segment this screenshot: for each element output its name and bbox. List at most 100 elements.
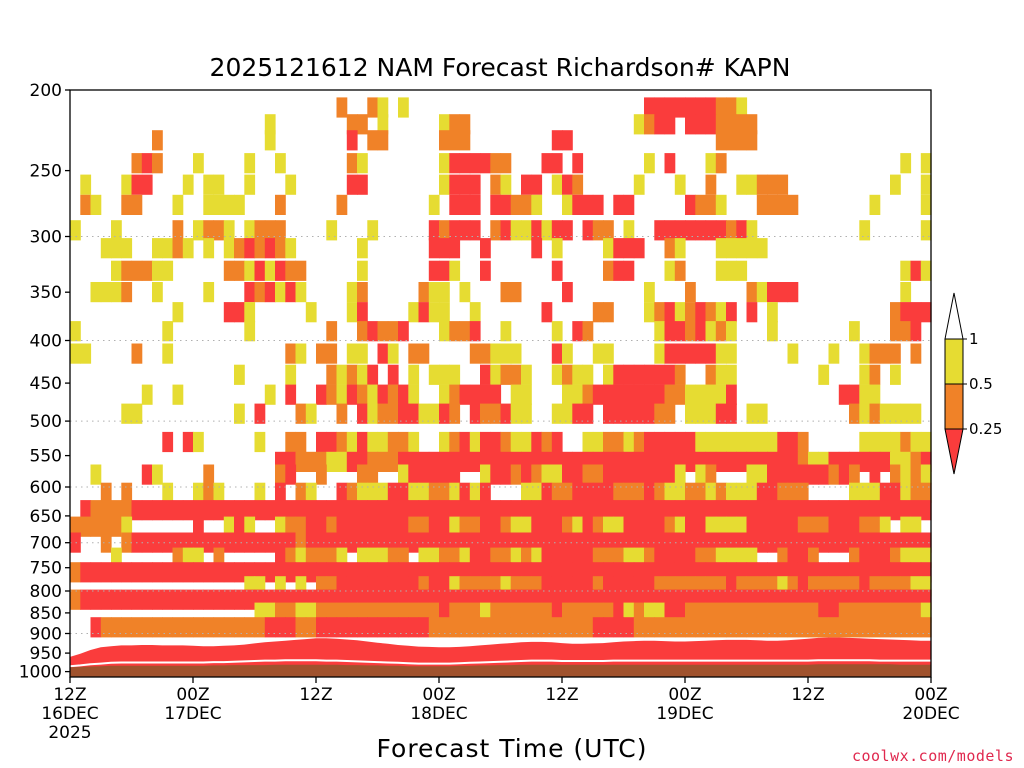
ri-cell [705,576,717,597]
ri-cell [264,589,276,610]
ri-cell [767,589,778,610]
ri-cell [551,260,563,281]
ri-cell [664,260,676,281]
ri-cell [674,482,686,503]
ri-cell [756,403,768,424]
ri-cell [264,220,276,241]
ri-cell [613,431,625,453]
ri-cell [193,532,204,553]
ri-cell [531,516,543,537]
ri-cell [664,576,676,597]
ri-cell [213,547,225,568]
ri-cell [275,562,286,583]
ri-cell [459,562,471,583]
ri-cell [500,516,512,537]
ri-cell [644,431,655,453]
ri-cell [767,562,778,583]
ri-cell [705,114,717,135]
ri-cell [613,516,625,537]
ri-cell [531,174,543,195]
ri-cell [582,562,594,583]
ri-cell [418,464,430,485]
ground-band [70,664,931,677]
ri-cell [633,451,645,472]
ri-cell [633,384,645,405]
ri-cell [398,464,409,485]
ri-cell [264,532,276,553]
ri-cell [131,260,143,281]
ri-cell [777,451,789,472]
ri-cell [633,403,645,424]
ri-cell [879,617,891,638]
ri-cell [849,547,860,568]
ri-cell [603,451,614,472]
ri-cell [244,260,256,281]
ri-cell [367,516,379,537]
ri-cell [746,220,758,241]
ri-cell [838,464,850,485]
ri-cell [541,589,553,610]
ri-cell [582,384,594,405]
ri-cell [613,238,625,259]
ri-cell [910,464,922,485]
ri-cell [603,302,614,323]
ri-cell [890,589,901,610]
ri-cell [920,194,932,215]
ri-cell [736,617,748,638]
ri-cell [80,343,92,364]
ri-cell [326,384,338,405]
ri-cell [203,482,215,503]
ri-cell [808,451,819,472]
ri-cell [613,364,625,385]
ri-cell [736,260,748,281]
ri-cell [623,602,635,623]
ri-cell [285,602,297,623]
ri-cell [70,532,81,553]
ri-cell [367,547,379,568]
ri-cell [275,451,286,472]
ri-cell [603,516,614,537]
ri-cell [685,617,696,638]
ri-cell [756,516,768,537]
ri-cell [459,130,471,151]
ri-cell [131,153,143,174]
credit-text[interactable]: coolwx.com/models [852,747,1014,765]
ri-cell [644,516,655,537]
ri-cell [674,364,686,385]
ri-cell [756,464,768,485]
ri-cell [377,576,389,597]
ri-cell [316,602,327,623]
ri-cell [654,431,666,453]
ri-cell [685,451,696,472]
ri-cell [715,589,727,610]
ri-cell [746,431,758,453]
ri-cell [623,238,635,259]
ri-cell [869,431,881,453]
y-tick-label: 500 [30,412,62,432]
ri-cell [70,343,81,364]
ri-cell [920,451,932,472]
ri-cell [193,547,204,568]
ri-cell [244,516,256,537]
ri-cell [121,194,133,215]
ri-cell [285,500,297,521]
ri-cell [295,562,307,583]
ri-cell [654,364,666,385]
ri-cell [152,500,163,521]
ri-cell [510,194,522,215]
ri-cell [726,500,737,521]
ri-cell [285,364,297,385]
ri-cell [592,576,604,597]
ri-cell [623,562,635,583]
ri-cell [603,260,614,281]
ri-cell [377,431,389,453]
ri-cell [900,562,912,583]
ri-cell [500,194,512,215]
ri-cell [674,589,686,610]
ri-cell [234,532,245,553]
ri-cell [674,97,686,118]
ri-cell [664,97,676,118]
ri-cell [234,516,245,537]
ri-cell [172,220,184,241]
ri-cell [849,384,860,405]
